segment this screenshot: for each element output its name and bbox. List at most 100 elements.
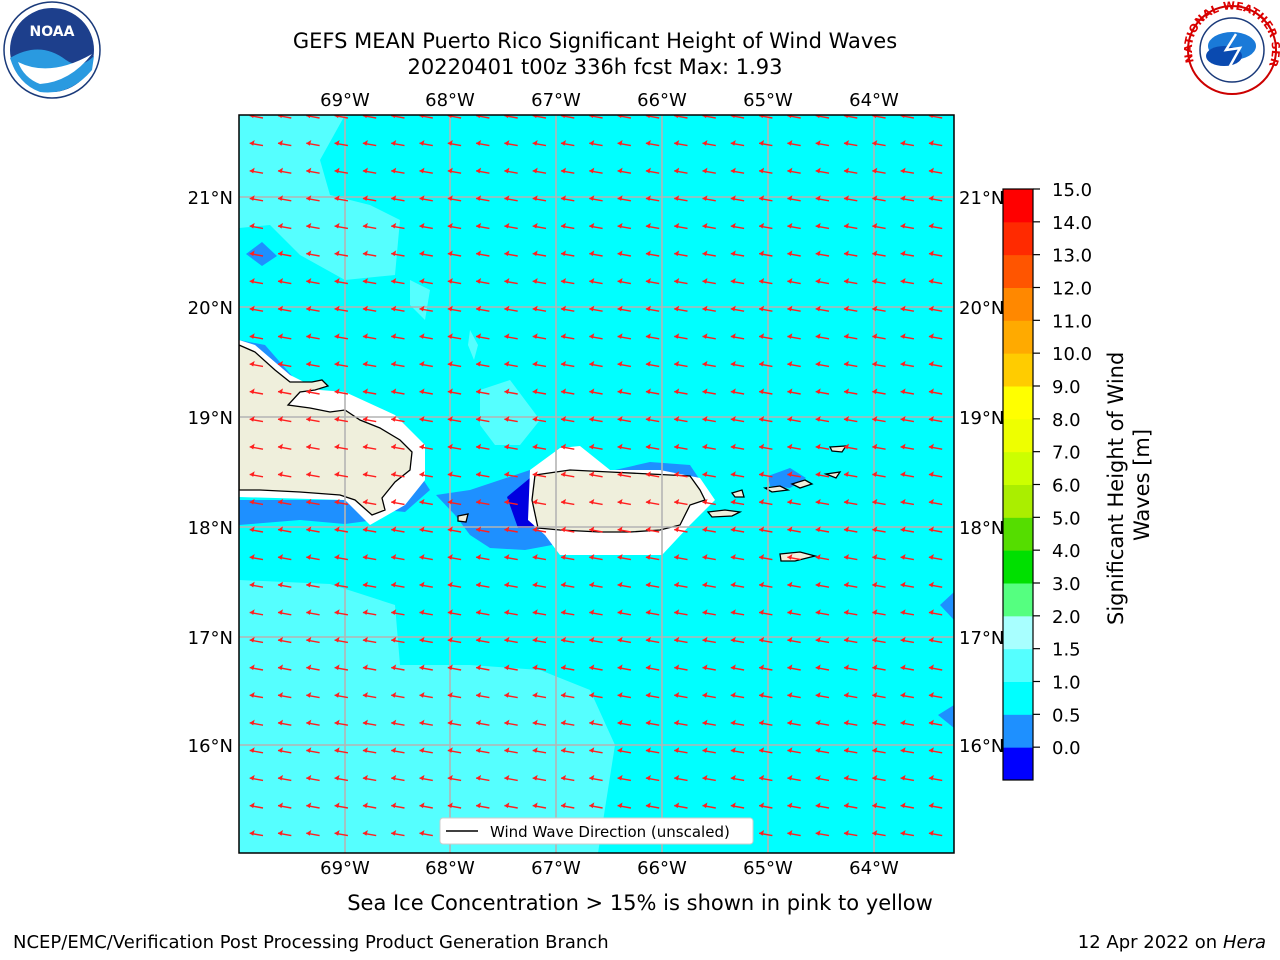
- wave-direction-arrowhead: [759, 115, 764, 119]
- wave-direction-arrowhead: [759, 609, 765, 615]
- wave-direction-arrowhead: [277, 140, 283, 146]
- wave-direction-arrowhead: [560, 115, 566, 119]
- wave-direction-arrowhead: [730, 471, 736, 477]
- wave-direction-arrowhead: [759, 636, 765, 643]
- wave-direction-arrowhead: [334, 305, 340, 312]
- wave-direction-arrowhead: [447, 278, 453, 284]
- wave-direction-arrowhead: [391, 747, 397, 753]
- wave-direction-arrowhead: [674, 471, 680, 477]
- colorbar-segment: [1003, 320, 1033, 354]
- wave-direction-arrowhead: [843, 360, 849, 367]
- colorbar-segment: [1003, 648, 1033, 682]
- wave-direction-arrowhead: [900, 140, 906, 146]
- wave-direction-arrowhead: [617, 305, 623, 312]
- wave-direction-arrowhead: [504, 250, 510, 257]
- lat-label-left: 19°N: [188, 408, 233, 429]
- wave-direction-arrowhead: [362, 719, 368, 726]
- wave-direction-arrowhead: [928, 416, 934, 422]
- wave-direction-arrowhead: [419, 140, 425, 146]
- wave-direction-arrowhead: [277, 416, 283, 422]
- wave-direction-arrowhead: [532, 719, 538, 726]
- wave-direction-arrowhead: [730, 416, 736, 422]
- wave-direction-arrowhead: [277, 802, 283, 809]
- wave-direction-arrowhead: [872, 830, 878, 836]
- colorbar-tick-label: 13.0: [1052, 246, 1092, 267]
- wave-direction-arrowhead: [589, 471, 595, 477]
- wave-direction-arrowhead: [334, 526, 340, 533]
- culebra-island: [730, 489, 745, 498]
- wave-direction-arrowhead: [674, 609, 680, 615]
- wave-direction-arrowhead: [900, 250, 906, 257]
- wave-direction-arrowhead: [928, 222, 934, 229]
- wave-direction-arrowhead: [787, 554, 793, 560]
- wave-direction-arrowhead: [674, 526, 680, 533]
- wave-direction-arrowhead: [560, 636, 566, 643]
- wave-direction-arrowhead: [730, 222, 736, 229]
- wave-direction-arrowhead: [476, 747, 482, 753]
- wave-direction-arrowhead: [589, 692, 595, 698]
- wave-direction-arrowhead: [815, 802, 821, 809]
- colorbar-tick-label: 1.5: [1052, 640, 1081, 661]
- wave-direction-arrowhead: [504, 692, 510, 698]
- wave-direction-arrowhead: [391, 416, 397, 422]
- wave-direction-arrowhead: [928, 636, 934, 643]
- wave-direction-arrowhead: [249, 195, 255, 201]
- wave-direction-arrowhead: [928, 526, 934, 533]
- wave-direction-arrowhead: [759, 692, 765, 698]
- wave-direction-arrowhead: [447, 388, 453, 395]
- wave-direction-arrowhead: [419, 115, 424, 119]
- wave-direction-arrowhead: [900, 554, 906, 560]
- wave-direction-arrowhead: [560, 443, 566, 450]
- wave-direction-arrowhead: [787, 664, 793, 671]
- wave-direction-arrowhead: [702, 333, 708, 339]
- wave-direction-arrowhead: [730, 140, 736, 146]
- wave-direction-arrowhead: [928, 388, 934, 395]
- wave-direction-arrowhead: [645, 305, 651, 312]
- wave-direction-arrowhead: [843, 609, 849, 615]
- wave-direction-arrowhead: [334, 140, 340, 146]
- map-area: [239, 115, 954, 853]
- wave-direction-arrowhead: [391, 636, 397, 643]
- wave-direction-arrowhead: [589, 333, 595, 339]
- wave-direction-arrowhead: [589, 526, 595, 533]
- wave-direction-arrowhead: [391, 195, 397, 201]
- wave-direction-arrowhead: [504, 416, 510, 422]
- wave-direction-arrowhead: [306, 830, 312, 836]
- wave-direction-arrowhead: [730, 333, 736, 339]
- wave-direction-arrowhead: [447, 305, 453, 312]
- wave-direction-arrowhead: [843, 747, 849, 753]
- wave-direction-arrowhead: [702, 305, 708, 312]
- wave-direction-arrowhead: [532, 609, 538, 615]
- wave-direction-arrowhead: [645, 443, 651, 450]
- wave-direction-arrowhead: [589, 609, 595, 615]
- wave-direction-arrowhead: [447, 802, 453, 809]
- wave-direction-arrowhead: [928, 692, 934, 698]
- wave-direction-arrowhead: [277, 471, 283, 477]
- wave-direction-arrowhead: [730, 581, 736, 588]
- wave-direction-arrowhead: [249, 774, 255, 781]
- wave-direction-arrowhead: [560, 747, 566, 753]
- lon-label-bottom: 68°W: [425, 858, 475, 879]
- wave-direction-arrowhead: [645, 195, 651, 201]
- wave-direction-arrowhead: [277, 664, 283, 671]
- wave-direction-arrowhead: [645, 416, 651, 422]
- wave-direction-arrowhead: [872, 554, 878, 560]
- wave-direction-arrowhead: [928, 333, 934, 339]
- wave-direction-arrowhead: [815, 140, 821, 146]
- wave-direction-arrowhead: [730, 774, 736, 781]
- wave-direction-arrowhead: [730, 278, 736, 284]
- wave-direction-arrowhead: [532, 388, 538, 395]
- colorbar-tick-label: 0.5: [1052, 705, 1081, 726]
- wave-direction-arrowhead: [617, 140, 623, 146]
- wave-direction-arrowhead: [362, 333, 368, 339]
- wave-direction-arrowhead: [277, 278, 283, 284]
- wave-direction-arrowhead: [306, 388, 312, 395]
- wave-direction-arrowhead: [645, 774, 651, 781]
- wave-direction-arrowhead: [560, 471, 566, 477]
- wave-direction-arrowhead: [872, 167, 878, 174]
- wave-direction-arrowhead: [645, 526, 651, 533]
- wave-direction-arrowhead: [504, 554, 510, 560]
- wave-direction-arrowhead: [872, 664, 878, 671]
- wave-direction-arrowhead: [249, 747, 255, 753]
- wave-direction-arrowhead: [815, 416, 821, 422]
